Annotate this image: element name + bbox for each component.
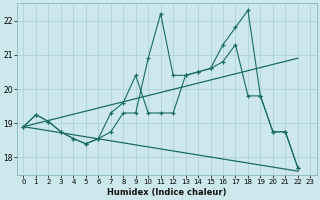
X-axis label: Humidex (Indice chaleur): Humidex (Indice chaleur)	[107, 188, 227, 197]
